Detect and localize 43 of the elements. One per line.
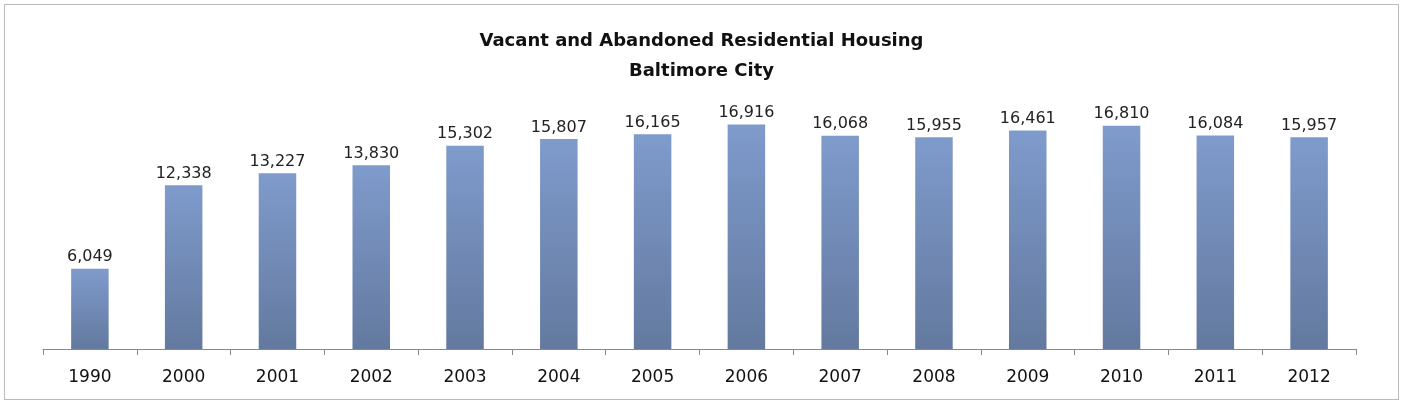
- bar: [164, 185, 203, 349]
- data-label: 15,957: [1281, 114, 1338, 134]
- data-label: 13,227: [249, 150, 306, 170]
- x-tick-label: 2011: [1193, 365, 1237, 386]
- bar: [540, 139, 578, 349]
- x-tick-label: 1990: [68, 365, 112, 386]
- data-label: 16,068: [812, 113, 869, 133]
- bar: [1196, 135, 1235, 349]
- chart-title: Vacant and Abandoned Residential Housing Baltimore City: [479, 28, 924, 80]
- bar: [71, 268, 109, 349]
- bar: [258, 173, 297, 349]
- x-tick-label: 2012: [1287, 365, 1331, 386]
- x-tick-label: 2009: [1006, 365, 1050, 386]
- data-label: 12,338: [155, 162, 212, 182]
- x-tick-label: 2002: [349, 365, 393, 386]
- data-label: 16,084: [1187, 112, 1244, 132]
- bar: [633, 134, 672, 349]
- data-label: 16,916: [718, 101, 775, 121]
- x-tick-label: 2001: [255, 365, 300, 386]
- data-label: 16,461: [999, 107, 1056, 127]
- x-tick-label: 2003: [443, 365, 487, 386]
- data-label: 16,810: [1093, 103, 1150, 123]
- bar: [915, 137, 953, 349]
- data-label: 13,830: [343, 142, 400, 162]
- bar: [1290, 137, 1328, 349]
- data-label: 15,302: [437, 123, 494, 143]
- x-tick-label: 2006: [724, 365, 769, 386]
- x-tick-label: 2010: [1099, 365, 1144, 386]
- x-tick-label: 2007: [818, 365, 862, 386]
- bar: [821, 135, 859, 349]
- bar: [352, 165, 391, 349]
- data-label: 15,807: [530, 116, 587, 136]
- bar: [727, 124, 766, 349]
- x-tick-label: 2004: [537, 365, 581, 386]
- x-tick-label: 2000: [162, 365, 206, 386]
- data-label: 15,955: [905, 114, 962, 134]
- data-label: 16,165: [624, 111, 681, 131]
- bar: [446, 145, 484, 349]
- x-tick-label: 2005: [630, 365, 675, 386]
- x-tick-label: 2008: [912, 365, 956, 386]
- bar: [1102, 125, 1141, 349]
- bar: [1008, 130, 1047, 349]
- data-label: 6,049: [66, 246, 113, 266]
